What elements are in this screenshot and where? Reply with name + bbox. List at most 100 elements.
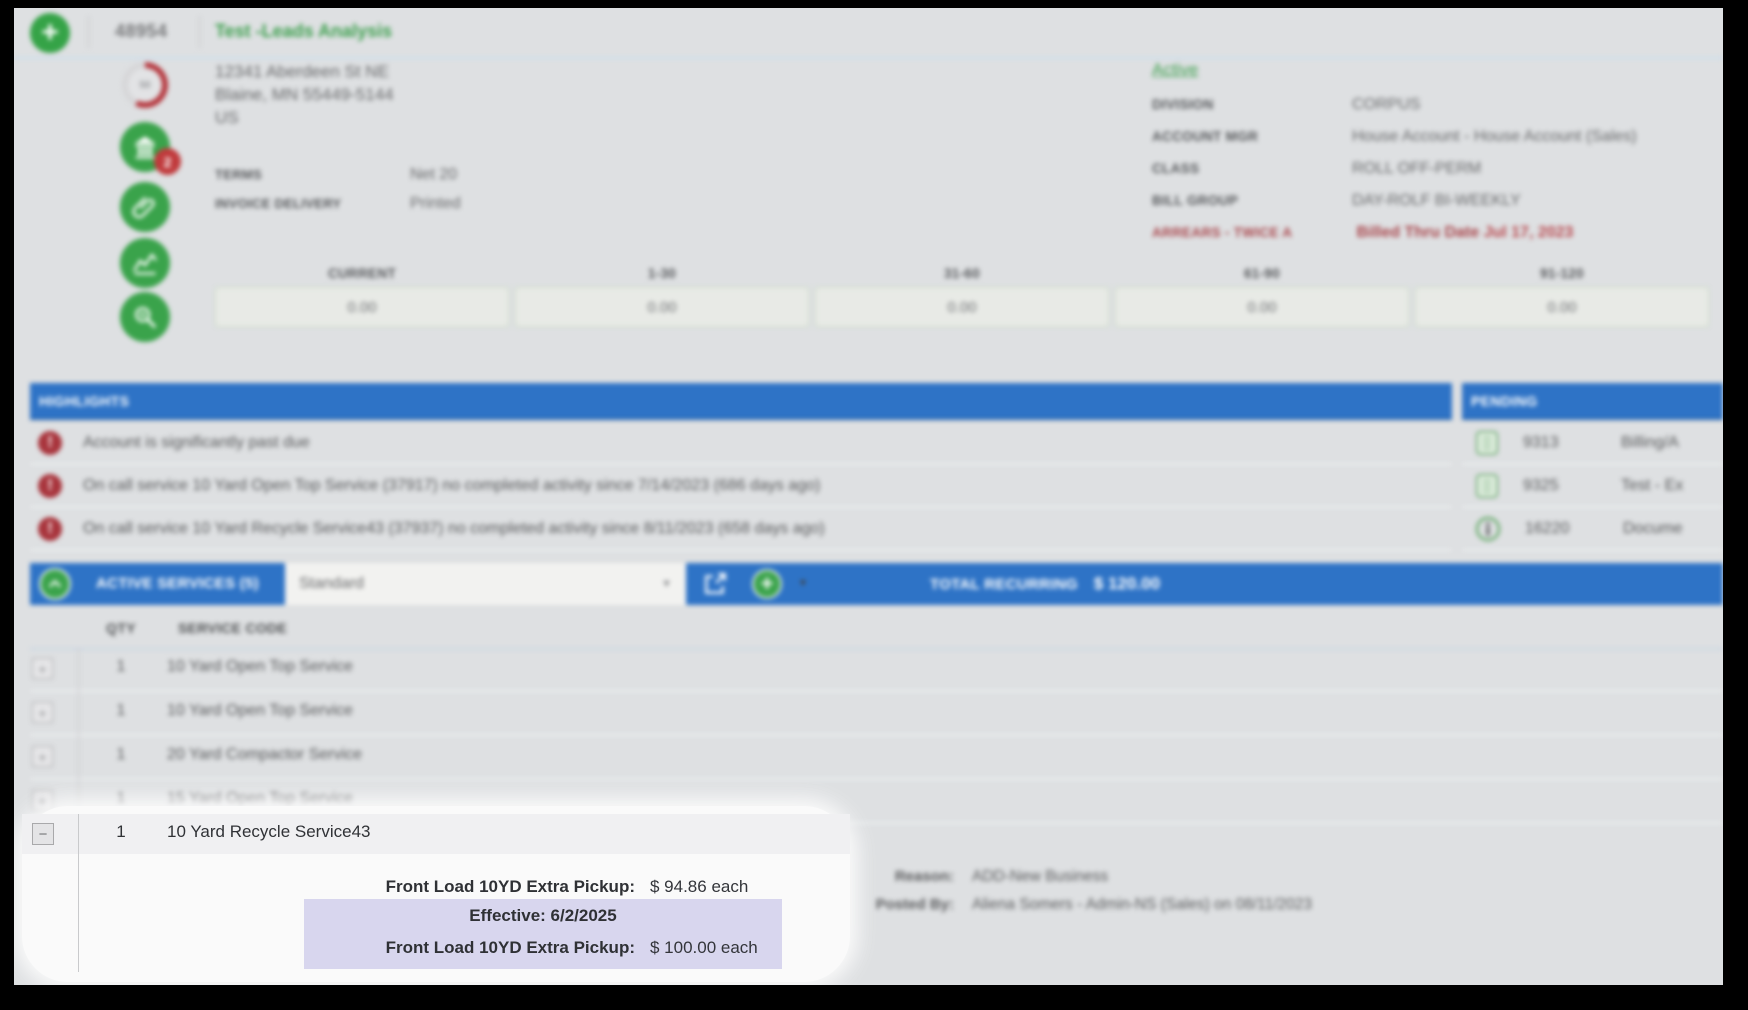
class-label: CLASS — [1152, 161, 1200, 176]
aging-label-current: CURRENT — [327, 266, 397, 281]
table-row[interactable]: + 1 10 Yard Open Top Service — [30, 692, 1723, 736]
attachments-button[interactable] — [120, 182, 170, 232]
billed-thru-label: Billed Thru Date — [1356, 224, 1480, 241]
service-qty: 1 — [116, 746, 126, 763]
pending-row[interactable]: 9313 Billing/A — [1462, 422, 1723, 465]
aging-summary: CURRENT 1-30 31-60 61-90 91-120 0.00 0.0… — [215, 266, 1715, 327]
table-row[interactable]: + 1 10 Yard Open Top Service — [30, 648, 1723, 692]
expanded-service-row[interactable] — [22, 814, 850, 854]
service-code: 10 Yard Recycle Service43 — [167, 822, 371, 841]
table-row[interactable]: + 1 15 Yard Open Top Service — [30, 780, 1723, 824]
plus-icon: + — [38, 748, 47, 765]
aging-value-current: 0.00 — [215, 287, 509, 327]
account-status-link[interactable]: Active — [1152, 60, 1199, 79]
plus-icon: + — [38, 660, 47, 677]
services-table: + 1 10 Yard Open Top Service + 1 10 Yard… — [30, 648, 1723, 824]
aging-value-91-120: 0.00 — [1415, 287, 1709, 327]
terms-value: Net 20 — [410, 166, 458, 183]
service-code: 10 Yard Open Top Service — [167, 702, 353, 719]
highlights-header: HIGHLIGHTS — [30, 383, 1452, 420]
alert-icon: ! — [38, 430, 62, 455]
total-recurring-value: $ 120.00 — [1093, 574, 1161, 593]
chevron-up-icon — [49, 580, 61, 588]
export-services-button[interactable] — [702, 571, 728, 602]
effective-price-highlight — [304, 899, 782, 969]
add-service-menu-arrow[interactable]: ▼ — [798, 578, 808, 589]
plus-icon: + — [38, 704, 47, 721]
highlight-row[interactable]: ! Account is significantly past due — [30, 422, 1452, 465]
price-line-label: Front Load 10YD Extra Pickup: — [385, 877, 635, 896]
collapse-section-button[interactable] — [39, 568, 71, 600]
document-icon — [1476, 430, 1498, 455]
external-link-icon — [705, 573, 726, 594]
highlight-text: On call service 10 Yard Open Top Service… — [83, 476, 821, 494]
expand-row-button[interactable]: + — [32, 746, 53, 767]
pending-title: PENDING — [1471, 392, 1538, 409]
pending-id: 16220 — [1525, 519, 1570, 537]
divider — [78, 736, 79, 780]
add-service-button[interactable]: + — [752, 569, 782, 599]
aging-label-1-30: 1-30 — [647, 266, 677, 281]
address-line1: 12341 Aberdeen St NE — [215, 62, 389, 81]
plus-icon: + — [38, 792, 47, 809]
service-view-dropdown[interactable]: Standard ▼ — [285, 563, 686, 605]
service-code: 15 Yard Open Top Service — [167, 790, 353, 807]
total-recurring-label: TOTAL RECURRING — [930, 576, 1078, 593]
highlight-text: Account is significantly past due — [83, 433, 310, 451]
aging-label-91-120: 91-120 — [1540, 266, 1584, 281]
divider — [78, 814, 79, 972]
account-mgr-label: ACCOUNT MGR — [1152, 129, 1259, 144]
posted-by-label: Posted By: — [875, 896, 954, 913]
price-line-label: Front Load 10YD Extra Pickup: — [385, 938, 635, 957]
chart-icon — [133, 253, 157, 275]
expand-row-button[interactable]: + — [32, 658, 53, 679]
posted-by-value: Aliena Somers - Admin-NS (Sales) on 08/1… — [972, 896, 1313, 913]
effective-date-label: Effective: 6/2/2025 — [469, 906, 617, 925]
qty-column-header: QTY — [106, 620, 136, 636]
billed-thru-date: Jul 17, 2023 — [1483, 224, 1574, 241]
service-code: 10 Yard Open Top Service — [167, 658, 353, 675]
account-mgr-value: House Account - House Account (Sales) — [1352, 128, 1637, 145]
app-window: + 48954 Test -Leads Analysis 50 2 — [14, 8, 1723, 985]
reason-label: Reason: — [894, 868, 954, 885]
pending-list: 9313 Billing/A 9325 Test - Ex 16220 Docu… — [1462, 422, 1723, 551]
expand-row-button[interactable]: + — [32, 790, 53, 811]
service-qty: 1 — [116, 702, 126, 719]
score-gauge-value: 50 — [128, 68, 162, 102]
activity-chart-button[interactable] — [120, 238, 170, 288]
pending-id: 9325 — [1523, 476, 1559, 494]
service-code-column-header: SERVICE CODE — [178, 620, 288, 636]
class-value: ROLL OFF-PERM — [1352, 160, 1482, 177]
highlight-row[interactable]: ! On call service 10 Yard Open Top Servi… — [30, 465, 1452, 508]
search-services-button[interactable] — [120, 292, 170, 342]
info-icon — [1475, 516, 1501, 541]
table-row[interactable]: + 1 20 Yard Compactor Service — [30, 736, 1723, 780]
minus-icon: − — [38, 825, 48, 843]
pending-row[interactable]: 9325 Test - Ex — [1462, 465, 1723, 508]
reason-value: ADD-New Business — [972, 868, 1109, 885]
active-services-header: ACTIVE SERVICES (5) Standard ▼ + ▼ TOTAL… — [30, 563, 1723, 605]
highlight-text: On call service 10 Yard Recycle Service4… — [83, 519, 825, 537]
arrears-label: ARREARS - TWICE A — [1152, 225, 1293, 240]
aging-label-61-90: 61-90 — [1243, 266, 1281, 281]
document-icon — [1476, 473, 1498, 498]
pending-row[interactable]: 16220 Docume — [1462, 508, 1723, 551]
billing-terms: TERMS Net 20 INVOICE DELIVERY Printed — [215, 166, 461, 224]
highlights-title: HIGHLIGHTS — [39, 392, 130, 409]
terms-label: TERMS — [215, 167, 262, 182]
add-account-button[interactable]: + — [30, 13, 70, 53]
account-name-link[interactable]: Test -Leads Analysis — [215, 21, 393, 41]
expand-row-button[interactable]: + — [32, 702, 53, 723]
divider — [78, 692, 79, 736]
divider — [88, 16, 89, 48]
pending-label: Test - Ex — [1621, 476, 1684, 494]
division-label: DIVISION — [1152, 97, 1214, 112]
spotlight-expanded-service: − 1 10 Yard Recycle Service43 Front Load… — [22, 806, 850, 982]
price-line-value: $ 100.00 each — [650, 938, 758, 957]
pending-label: Docume — [1623, 519, 1683, 537]
account-number: 48954 — [115, 21, 168, 41]
search-icon — [135, 307, 156, 328]
collapse-row-button[interactable]: − — [32, 823, 54, 845]
highlight-row[interactable]: ! On call service 10 Yard Recycle Servic… — [30, 508, 1452, 551]
alert-icon: ! — [38, 516, 62, 541]
